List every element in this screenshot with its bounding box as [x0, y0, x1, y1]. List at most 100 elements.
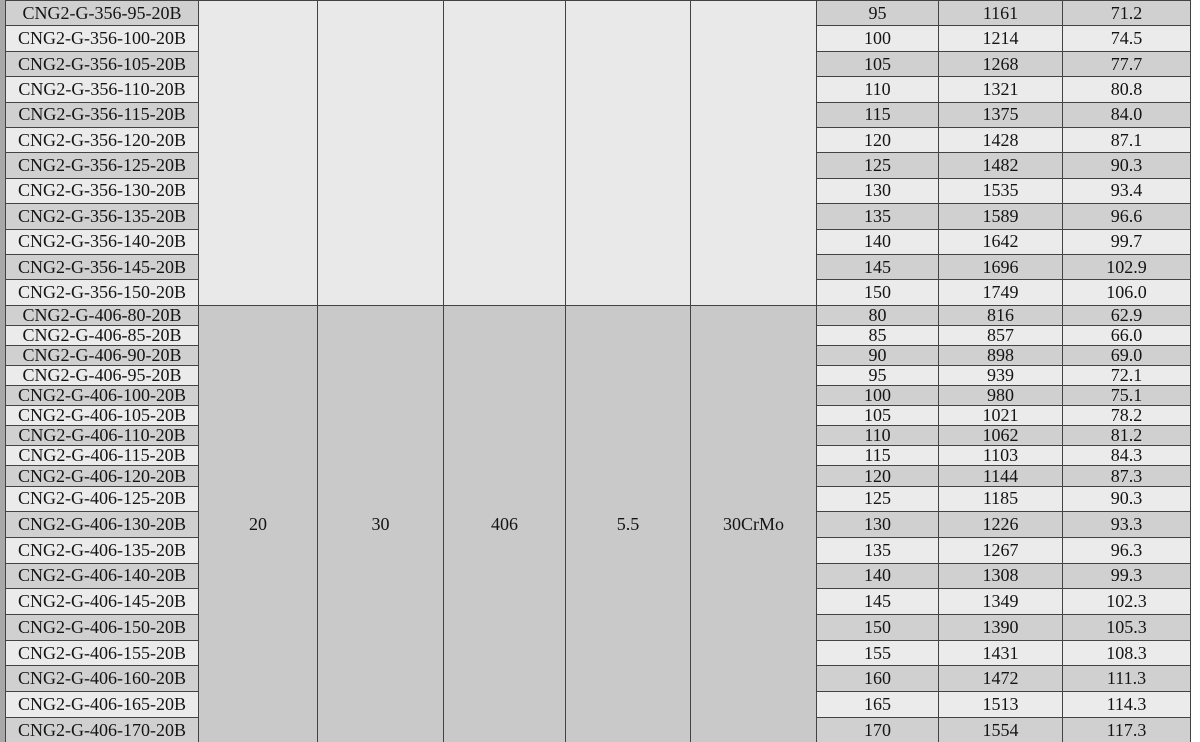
value-cell: 1554	[938, 716, 1063, 742]
model-cell: CNG2-G-356-150-20B	[5, 279, 199, 306]
value-cell: 170	[816, 716, 939, 742]
value-cell: 1749	[938, 279, 1063, 306]
table-row: CNG2-G-356-115-20B 115 1375 84.0	[5, 101, 1191, 128]
merged-spec-cell	[317, 0, 444, 306]
value-cell: 87.3	[1062, 465, 1191, 487]
value-cell: 980	[938, 385, 1063, 407]
value-cell: 1062	[938, 425, 1063, 447]
model-cell: CNG2-G-406-80-20B	[5, 304, 199, 326]
value-cell: 1103	[938, 445, 1063, 467]
model-cell: CNG2-G-406-155-20B	[5, 639, 199, 667]
table-row: CNG2-G-406-115-20B 115 1103 84.3	[5, 445, 1191, 467]
value-cell: 100	[816, 385, 939, 407]
value-cell: 77.7	[1062, 50, 1191, 78]
table-row: CNG2-G-406-150-20B 150 1390 105.3	[5, 613, 1191, 641]
value-cell: 99.7	[1062, 228, 1191, 255]
value-cell: 1226	[938, 511, 1063, 538]
value-cell: 1472	[938, 665, 1063, 693]
table-row: CNG2-G-406-135-20B 135 1267 96.3	[5, 536, 1191, 564]
model-cell: CNG2-G-406-140-20B	[5, 562, 199, 590]
value-cell: 1696	[938, 253, 1063, 281]
model-cell: CNG2-G-406-85-20B	[5, 324, 199, 346]
table-row: CNG2-G-406-170-20B 170 1554 117.3	[5, 716, 1191, 742]
table-row: CNG2-G-406-165-20B 165 1513 114.3	[5, 691, 1191, 718]
table-row: CNG2-G-406-100-20B 100 980 75.1	[5, 385, 1191, 407]
table-left-edge-strip	[0, 0, 5, 742]
value-cell: 145	[816, 588, 939, 615]
value-cell: 80.8	[1062, 76, 1191, 103]
value-cell: 816	[938, 304, 1063, 326]
value-cell: 120	[816, 126, 939, 154]
value-cell: 125	[816, 152, 939, 179]
value-cell: 1268	[938, 50, 1063, 78]
value-cell: 160	[816, 665, 939, 693]
table-row: CNG2-G-356-125-20B 125 1482 90.3	[5, 152, 1191, 179]
value-cell: 130	[816, 177, 939, 205]
value-cell: 150	[816, 279, 939, 306]
value-cell: 95	[816, 0, 939, 27]
model-cell: CNG2-G-356-135-20B	[5, 203, 199, 230]
table-row: CNG2-G-406-95-20B 95 939 72.1	[5, 364, 1191, 387]
table-row: CNG2-G-356-150-20B 150 1749 106.0	[5, 279, 1191, 306]
value-cell: 105	[816, 50, 939, 78]
value-cell: 110	[816, 425, 939, 447]
value-cell: 150	[816, 613, 939, 641]
value-cell: 75.1	[1062, 385, 1191, 407]
value-cell: 140	[816, 228, 939, 255]
model-cell: CNG2-G-406-130-20B	[5, 511, 199, 538]
table-row: CNG2-G-406-90-20B 90 898 69.0	[5, 344, 1191, 366]
value-cell: 939	[938, 364, 1063, 387]
table-row: CNG2-G-406-85-20B 85 857 66.0	[5, 324, 1191, 346]
table-row: CNG2-G-406-125-20B 125 1185 90.3	[5, 485, 1191, 513]
value-cell: 90.3	[1062, 485, 1191, 513]
value-cell: 102.3	[1062, 588, 1191, 615]
merged-spec-cell	[198, 0, 318, 306]
model-cell: CNG2-G-406-110-20B	[5, 425, 199, 447]
model-cell: CNG2-G-406-170-20B	[5, 716, 199, 742]
value-cell: 1642	[938, 228, 1063, 255]
merged-spec-cell	[690, 0, 817, 306]
value-cell: 102.9	[1062, 253, 1191, 281]
value-cell: 135	[816, 536, 939, 564]
value-cell: 1021	[938, 405, 1063, 427]
model-cell: CNG2-G-406-165-20B	[5, 691, 199, 718]
table-row: CNG2-G-356-95-20B 95 1161 71.2	[5, 0, 1191, 306]
value-cell: 140	[816, 562, 939, 590]
value-cell: 898	[938, 344, 1063, 366]
value-cell: 1428	[938, 126, 1063, 154]
value-cell: 96.3	[1062, 536, 1191, 564]
value-cell: 106.0	[1062, 279, 1191, 306]
model-cell: CNG2-G-356-105-20B	[5, 50, 199, 78]
model-cell: CNG2-G-406-90-20B	[5, 344, 199, 366]
table-row: CNG2-G-406-145-20B 145 1349 102.3	[5, 588, 1191, 615]
value-cell: 90	[816, 344, 939, 366]
value-cell: 1185	[938, 485, 1063, 513]
merged-spec-cell: 30CrMo	[690, 304, 817, 742]
value-cell: 1589	[938, 203, 1063, 230]
value-cell: 69.0	[1062, 344, 1191, 366]
model-cell: CNG2-G-406-160-20B	[5, 665, 199, 693]
table-row: CNG2-G-406-155-20B 155 1431 108.3	[5, 639, 1191, 667]
value-cell: 96.6	[1062, 203, 1191, 230]
merged-spec-cell: 20	[198, 304, 318, 742]
value-cell: 130	[816, 511, 939, 538]
value-cell: 1267	[938, 536, 1063, 564]
model-cell: CNG2-G-356-100-20B	[5, 25, 199, 52]
value-cell: 110	[816, 76, 939, 103]
model-cell: CNG2-G-406-150-20B	[5, 613, 199, 641]
table-row: CNG2-G-356-105-20B 105 1268 77.7	[5, 50, 1191, 78]
table-row: CNG2-G-406-160-20B 160 1472 111.3	[5, 665, 1191, 693]
value-cell: 62.9	[1062, 304, 1191, 326]
value-cell: 85	[816, 324, 939, 346]
value-cell: 108.3	[1062, 639, 1191, 667]
merged-spec-cell: 406	[443, 304, 566, 742]
value-cell: 93.4	[1062, 177, 1191, 205]
value-cell: 1144	[938, 465, 1063, 487]
value-cell: 1161	[938, 0, 1063, 27]
model-cell: CNG2-G-406-125-20B	[5, 485, 199, 513]
value-cell: 105.3	[1062, 613, 1191, 641]
model-cell: CNG2-G-356-110-20B	[5, 76, 199, 103]
model-cell: CNG2-G-356-140-20B	[5, 228, 199, 255]
cylinder-spec-table: CNG2-G-356-95-20B 95 1161 71.2 CNG2-G-356-10…	[5, 0, 1191, 742]
